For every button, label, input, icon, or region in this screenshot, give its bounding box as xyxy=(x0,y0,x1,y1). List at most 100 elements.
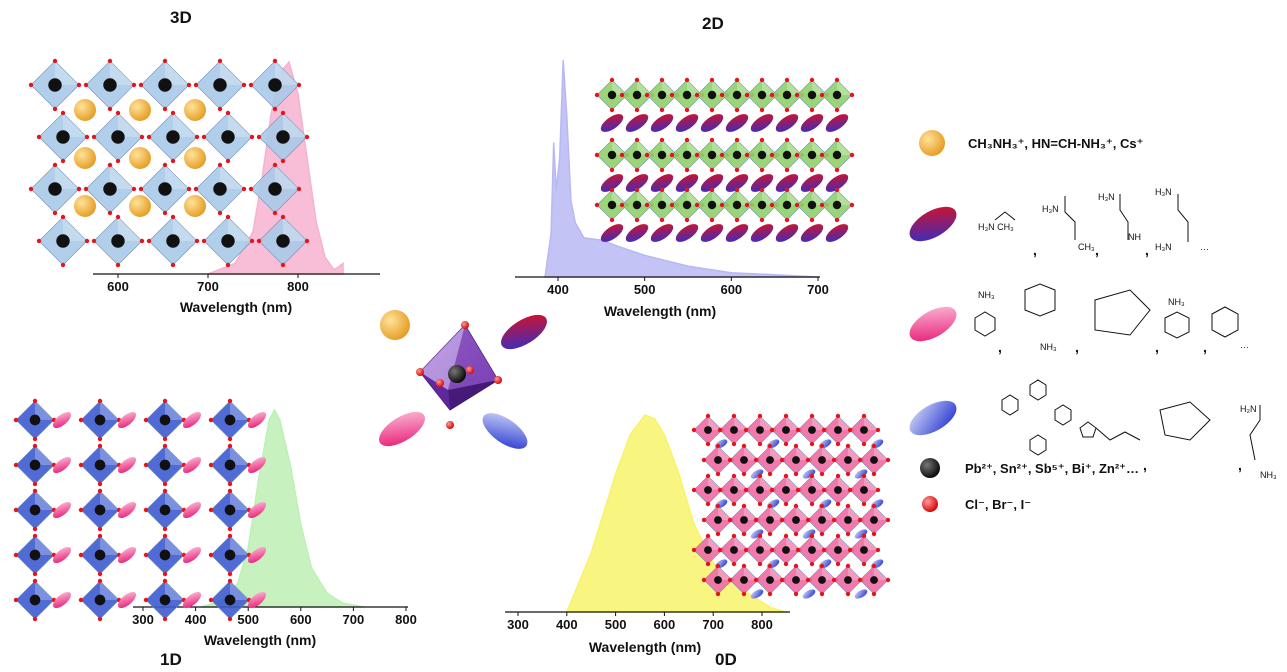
octahedron-0d xyxy=(717,473,751,507)
chem-label-9: NH₃ xyxy=(978,290,995,300)
octahedron-1d xyxy=(208,578,252,622)
organic-cation-2d xyxy=(600,114,624,132)
a-site-sphere xyxy=(184,147,206,169)
organic-cation-1d xyxy=(117,411,137,429)
organic-cation-blue-red-legend-icon xyxy=(909,206,957,242)
a-site-sphere xyxy=(129,195,151,217)
chem-comma-10: , xyxy=(1238,457,1242,473)
organic-cation-2d xyxy=(725,174,749,192)
a-site-sphere xyxy=(74,147,96,169)
organic-cation-1d xyxy=(247,411,267,429)
organic-cation-1d xyxy=(182,501,202,519)
chem-comma-1: , xyxy=(1033,242,1037,258)
organic-cation-0d xyxy=(802,589,816,599)
octahedron-3d xyxy=(36,214,90,268)
octahedron-3d xyxy=(193,58,247,112)
octahedron-0d xyxy=(847,533,881,567)
octahedron-1d xyxy=(208,443,252,487)
octahedron-2d xyxy=(694,187,730,223)
octahedron-3d xyxy=(201,110,255,164)
chem-label-5: NH xyxy=(1128,232,1141,242)
organic-cation-2d xyxy=(650,224,674,242)
octahedron-1d xyxy=(143,443,187,487)
octahedron-0d xyxy=(717,413,751,447)
x-tick-label: 600 xyxy=(107,279,129,294)
spectrum-2d-chart: 400 500 600 700 Wavelength (nm) xyxy=(515,59,829,319)
organic-cation-0d xyxy=(750,589,764,599)
octahedron-1d xyxy=(13,488,57,532)
octahedron-3d xyxy=(138,162,192,216)
legend-metal-text: Pb²⁺, Sn²⁺, Sb⁵⁺, Bi⁺, Zn²⁺… xyxy=(965,461,1140,476)
octahedron-0d xyxy=(691,473,725,507)
chem-label-3: CH₃ xyxy=(1078,242,1095,252)
a-site-sphere xyxy=(184,99,206,121)
chem-label-4: H₃N xyxy=(1098,192,1115,202)
organic-cation-2d xyxy=(675,174,699,192)
x-tick-label: 700 xyxy=(702,617,724,632)
legend-a-cation: CH₃NH₃⁺, HN=CH-NH₃⁺, Cs⁺ xyxy=(968,136,1144,152)
organic-cation-0d xyxy=(854,469,868,479)
organic-cation-2d xyxy=(675,114,699,132)
a-site-sphere xyxy=(129,147,151,169)
octahedron-1d xyxy=(208,533,252,577)
organic-cation-2d xyxy=(700,174,724,192)
chem-comma-9: , xyxy=(1143,457,1147,473)
x-axis-label: Wavelength (nm) xyxy=(180,299,292,315)
organic-cation-2d xyxy=(800,224,824,242)
chem-comma-5: , xyxy=(1075,339,1079,355)
octahedron-3d xyxy=(91,110,145,164)
octahedron-2d xyxy=(719,77,755,113)
octahedron-2d xyxy=(644,187,680,223)
octahedron-0d xyxy=(805,443,839,477)
spectrum-2d-area xyxy=(544,59,819,278)
organic-cation-2d xyxy=(750,174,774,192)
a-site-sphere xyxy=(129,99,151,121)
octahedron-0d xyxy=(717,533,751,567)
x-tick-label: 600 xyxy=(720,282,742,297)
organic-cation-2d xyxy=(700,114,724,132)
octahedron-2d xyxy=(719,137,755,173)
x-axis-label: Wavelength (nm) xyxy=(589,639,701,655)
octahedron-1d xyxy=(78,578,122,622)
organic-cation-2d xyxy=(675,224,699,242)
octahedron-3d xyxy=(256,214,310,268)
octahedron-1d xyxy=(13,398,57,442)
lattice-3d xyxy=(28,58,310,268)
chem-label-14: NH₃ xyxy=(1260,470,1277,480)
x-tick-label: 300 xyxy=(132,612,154,627)
octahedron-3d xyxy=(83,162,137,216)
octahedron-1d xyxy=(13,578,57,622)
octahedron-0d xyxy=(847,473,881,507)
octahedron-3d xyxy=(193,162,247,216)
x-tick-label: 800 xyxy=(287,279,309,294)
octahedron-0d xyxy=(769,533,803,567)
octahedron-1d xyxy=(143,488,187,532)
octahedron-2d xyxy=(744,77,780,113)
organic-cation-1d xyxy=(52,591,72,609)
organic-cation-1d xyxy=(52,546,72,564)
octahedron-3d xyxy=(146,110,200,164)
organic-cation-2d xyxy=(775,174,799,192)
octahedron-0d xyxy=(743,473,777,507)
octahedron-1d xyxy=(78,533,122,577)
x-tick-label: 700 xyxy=(197,279,219,294)
octahedron-0d xyxy=(795,413,829,447)
chem-label-11: NH₃ xyxy=(1168,297,1185,307)
x-tick-label: 600 xyxy=(654,617,676,632)
organic-cation-blue-red xyxy=(501,314,547,350)
halide-legend-icon xyxy=(922,496,938,512)
organic-cation-1d xyxy=(117,501,137,519)
panel-title-3d: 3D xyxy=(170,8,192,27)
octahedron-0d xyxy=(691,413,725,447)
octahedron-3d xyxy=(36,110,90,164)
x-tick-label: 800 xyxy=(395,612,417,627)
octahedron-0d xyxy=(743,413,777,447)
chem-label-12: … xyxy=(1240,340,1249,350)
organic-cation-2d xyxy=(825,174,849,192)
organic-cation-2d xyxy=(750,224,774,242)
octahedron-1d xyxy=(143,533,187,577)
organic-cation-1d xyxy=(247,546,267,564)
octahedron-0d xyxy=(821,473,855,507)
organic-cation-1d xyxy=(182,411,202,429)
